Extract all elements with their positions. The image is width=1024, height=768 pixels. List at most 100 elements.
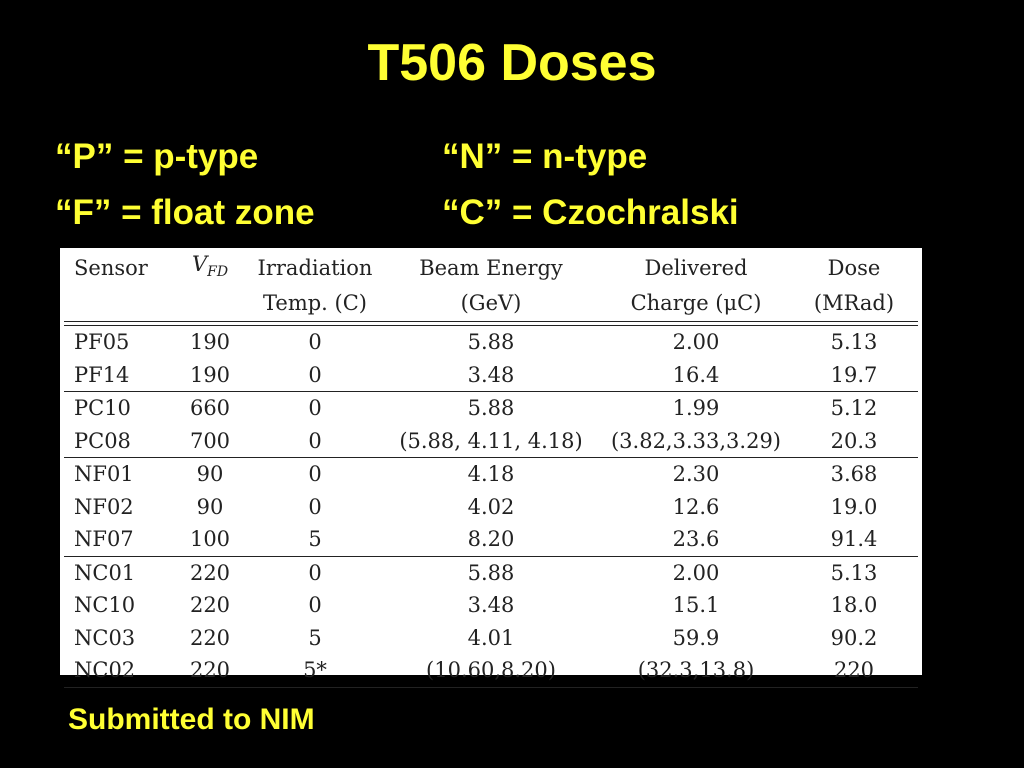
cell-beam-energy: (5.88, 4.11, 4.18): [399, 428, 583, 453]
dose-table: Sensor VFD Irradiation Beam Energy Deliv…: [64, 248, 918, 688]
cell-sensor: NF07: [74, 527, 134, 552]
header2-temp: Temp. (C): [250, 288, 380, 323]
definition-p-type: “P” = p-type: [55, 137, 259, 176]
cell-charge: 2.00: [602, 555, 790, 590]
cell-charge: (3.82,3.33,3.29): [610, 428, 781, 453]
cell-vfd: 700: [189, 428, 231, 453]
table-row: NC03 220 5 4.01 59.9 90.2: [64, 622, 918, 655]
slide-title: T506 Doses: [367, 34, 657, 92]
cell-vfd: 660: [170, 391, 250, 425]
cell-sensor: NC10: [74, 593, 136, 618]
cell-temp: 5: [308, 625, 322, 650]
header2-charge: Charge (μC): [602, 288, 790, 323]
cell-temp: 0: [250, 457, 380, 491]
cell-sensor: NC02: [64, 654, 170, 688]
cell-vfd: 220: [170, 654, 250, 688]
cell-temp: 0: [308, 362, 322, 387]
header-double-rule: [64, 321, 918, 327]
cell-charge: 12.6: [672, 494, 720, 519]
cell-beam-energy: 5.88: [380, 391, 602, 425]
definition-czochralski: “C” = Czochralski: [442, 193, 739, 232]
cell-beam-energy: 3.48: [467, 593, 515, 618]
cell-sensor: PF05: [74, 330, 130, 355]
header-dose: Dose: [827, 256, 881, 281]
cell-sensor: NC03: [74, 625, 136, 650]
dose-table-panel: Sensor VFD Irradiation Beam Energy Deliv…: [60, 248, 922, 688]
table-row: PF14 190 0 3.48 16.4 19.7: [64, 359, 918, 392]
header-vfd-symbol: V: [191, 252, 208, 276]
cell-beam-energy: (10.60,8.20): [380, 654, 602, 688]
header2-mrad: (MRad): [790, 288, 918, 323]
table-row: NC02 220 5* (10.60,8.20) (32.3,13.8) 220: [64, 654, 918, 688]
cell-dose: 90.2: [830, 625, 878, 650]
cell-charge: 59.9: [672, 625, 720, 650]
cell-vfd: 100: [189, 527, 231, 552]
cell-temp: 0: [250, 555, 380, 590]
cell-dose: 91.4: [830, 527, 878, 552]
cell-sensor: NC01: [64, 555, 170, 590]
cell-beam-energy: 4.02: [467, 494, 515, 519]
definition-n-type: “N” = n-type: [442, 137, 648, 176]
cell-dose: 3.68: [790, 457, 918, 491]
cell-beam-energy: 4.01: [467, 625, 515, 650]
cell-dose: 5.12: [790, 391, 918, 425]
table-row: NF02 90 0 4.02 12.6 19.0: [64, 491, 918, 524]
cell-charge: 15.1: [672, 593, 720, 618]
cell-dose: 5.13: [790, 555, 918, 590]
cell-dose: 19.0: [830, 494, 878, 519]
cell-temp: 0: [308, 593, 322, 618]
header-vfd: VFD: [170, 248, 250, 288]
cell-temp: 5: [308, 527, 322, 552]
table-row: NC10 220 0 3.48 15.1 18.0: [64, 589, 918, 622]
cell-dose: 220: [790, 654, 918, 688]
cell-beam-energy: 3.48: [467, 362, 515, 387]
header-beam-energy: Beam Energy: [419, 256, 563, 281]
cell-temp: 0: [308, 428, 322, 453]
footer-note: Submitted to NIM: [68, 703, 315, 736]
cell-temp: 0: [308, 494, 322, 519]
cell-dose: 20.3: [830, 428, 878, 453]
table-row: PC08 700 0 (5.88, 4.11, 4.18) (3.82,3.33,3.2…: [64, 425, 918, 458]
table-row: NF07 100 5 8.20 23.6 91.4: [64, 523, 918, 556]
cell-dose: 18.0: [830, 593, 878, 618]
cell-charge: 16.4: [672, 362, 720, 387]
table-row: NC01 220 0 5.88 2.00 5.13: [64, 555, 918, 590]
header-irradiation: Irradiation: [257, 256, 373, 281]
cell-charge: 1.99: [602, 391, 790, 425]
cell-vfd: 90: [196, 494, 224, 519]
cell-sensor: PC10: [64, 391, 170, 425]
header-sensor: Sensor: [74, 256, 148, 281]
header-vfd-subscript: FD: [207, 264, 229, 281]
cell-vfd: 90: [170, 457, 250, 491]
definition-float-zone: “F” = float zone: [55, 193, 315, 232]
table-row: NF01 90 0 4.18 2.30 3.68: [64, 457, 918, 491]
cell-dose: 19.7: [830, 362, 878, 387]
cell-vfd: 190: [189, 330, 231, 355]
cell-temp: 0: [308, 330, 322, 355]
header-delivered: Delivered: [644, 256, 748, 281]
cell-charge: 23.6: [672, 527, 720, 552]
cell-charge: 2.00: [672, 330, 720, 355]
cell-vfd: 220: [189, 593, 231, 618]
table-row: PF05 190 0 5.88 2.00 5.13: [64, 326, 918, 359]
cell-beam-energy: 5.88: [380, 555, 602, 590]
cell-temp: 0: [250, 391, 380, 425]
cell-vfd: 220: [189, 625, 231, 650]
cell-vfd: 190: [189, 362, 231, 387]
cell-dose: 5.13: [830, 330, 878, 355]
cell-beam-energy: 5.88: [467, 330, 515, 355]
cell-temp: 5*: [250, 654, 380, 688]
cell-sensor: NF01: [64, 457, 170, 491]
table-body: PF05 190 0 5.88 2.00 5.13 PF14 190 0 3.48 16.4 19.7…: [64, 326, 918, 688]
cell-charge: (32.3,13.8): [602, 654, 790, 688]
cell-charge: 2.30: [602, 457, 790, 491]
cell-beam-energy: 4.18: [380, 457, 602, 491]
cell-beam-energy: 8.20: [467, 527, 515, 552]
cell-sensor: NF02: [74, 494, 134, 519]
header2-vfd: [170, 288, 250, 323]
cell-vfd: 220: [170, 555, 250, 590]
cell-sensor: PF14: [74, 362, 130, 387]
cell-sensor: PC08: [74, 428, 131, 453]
table-row: PC10 660 0 5.88 1.99 5.12: [64, 391, 918, 425]
header2-gev: (GeV): [380, 288, 602, 323]
